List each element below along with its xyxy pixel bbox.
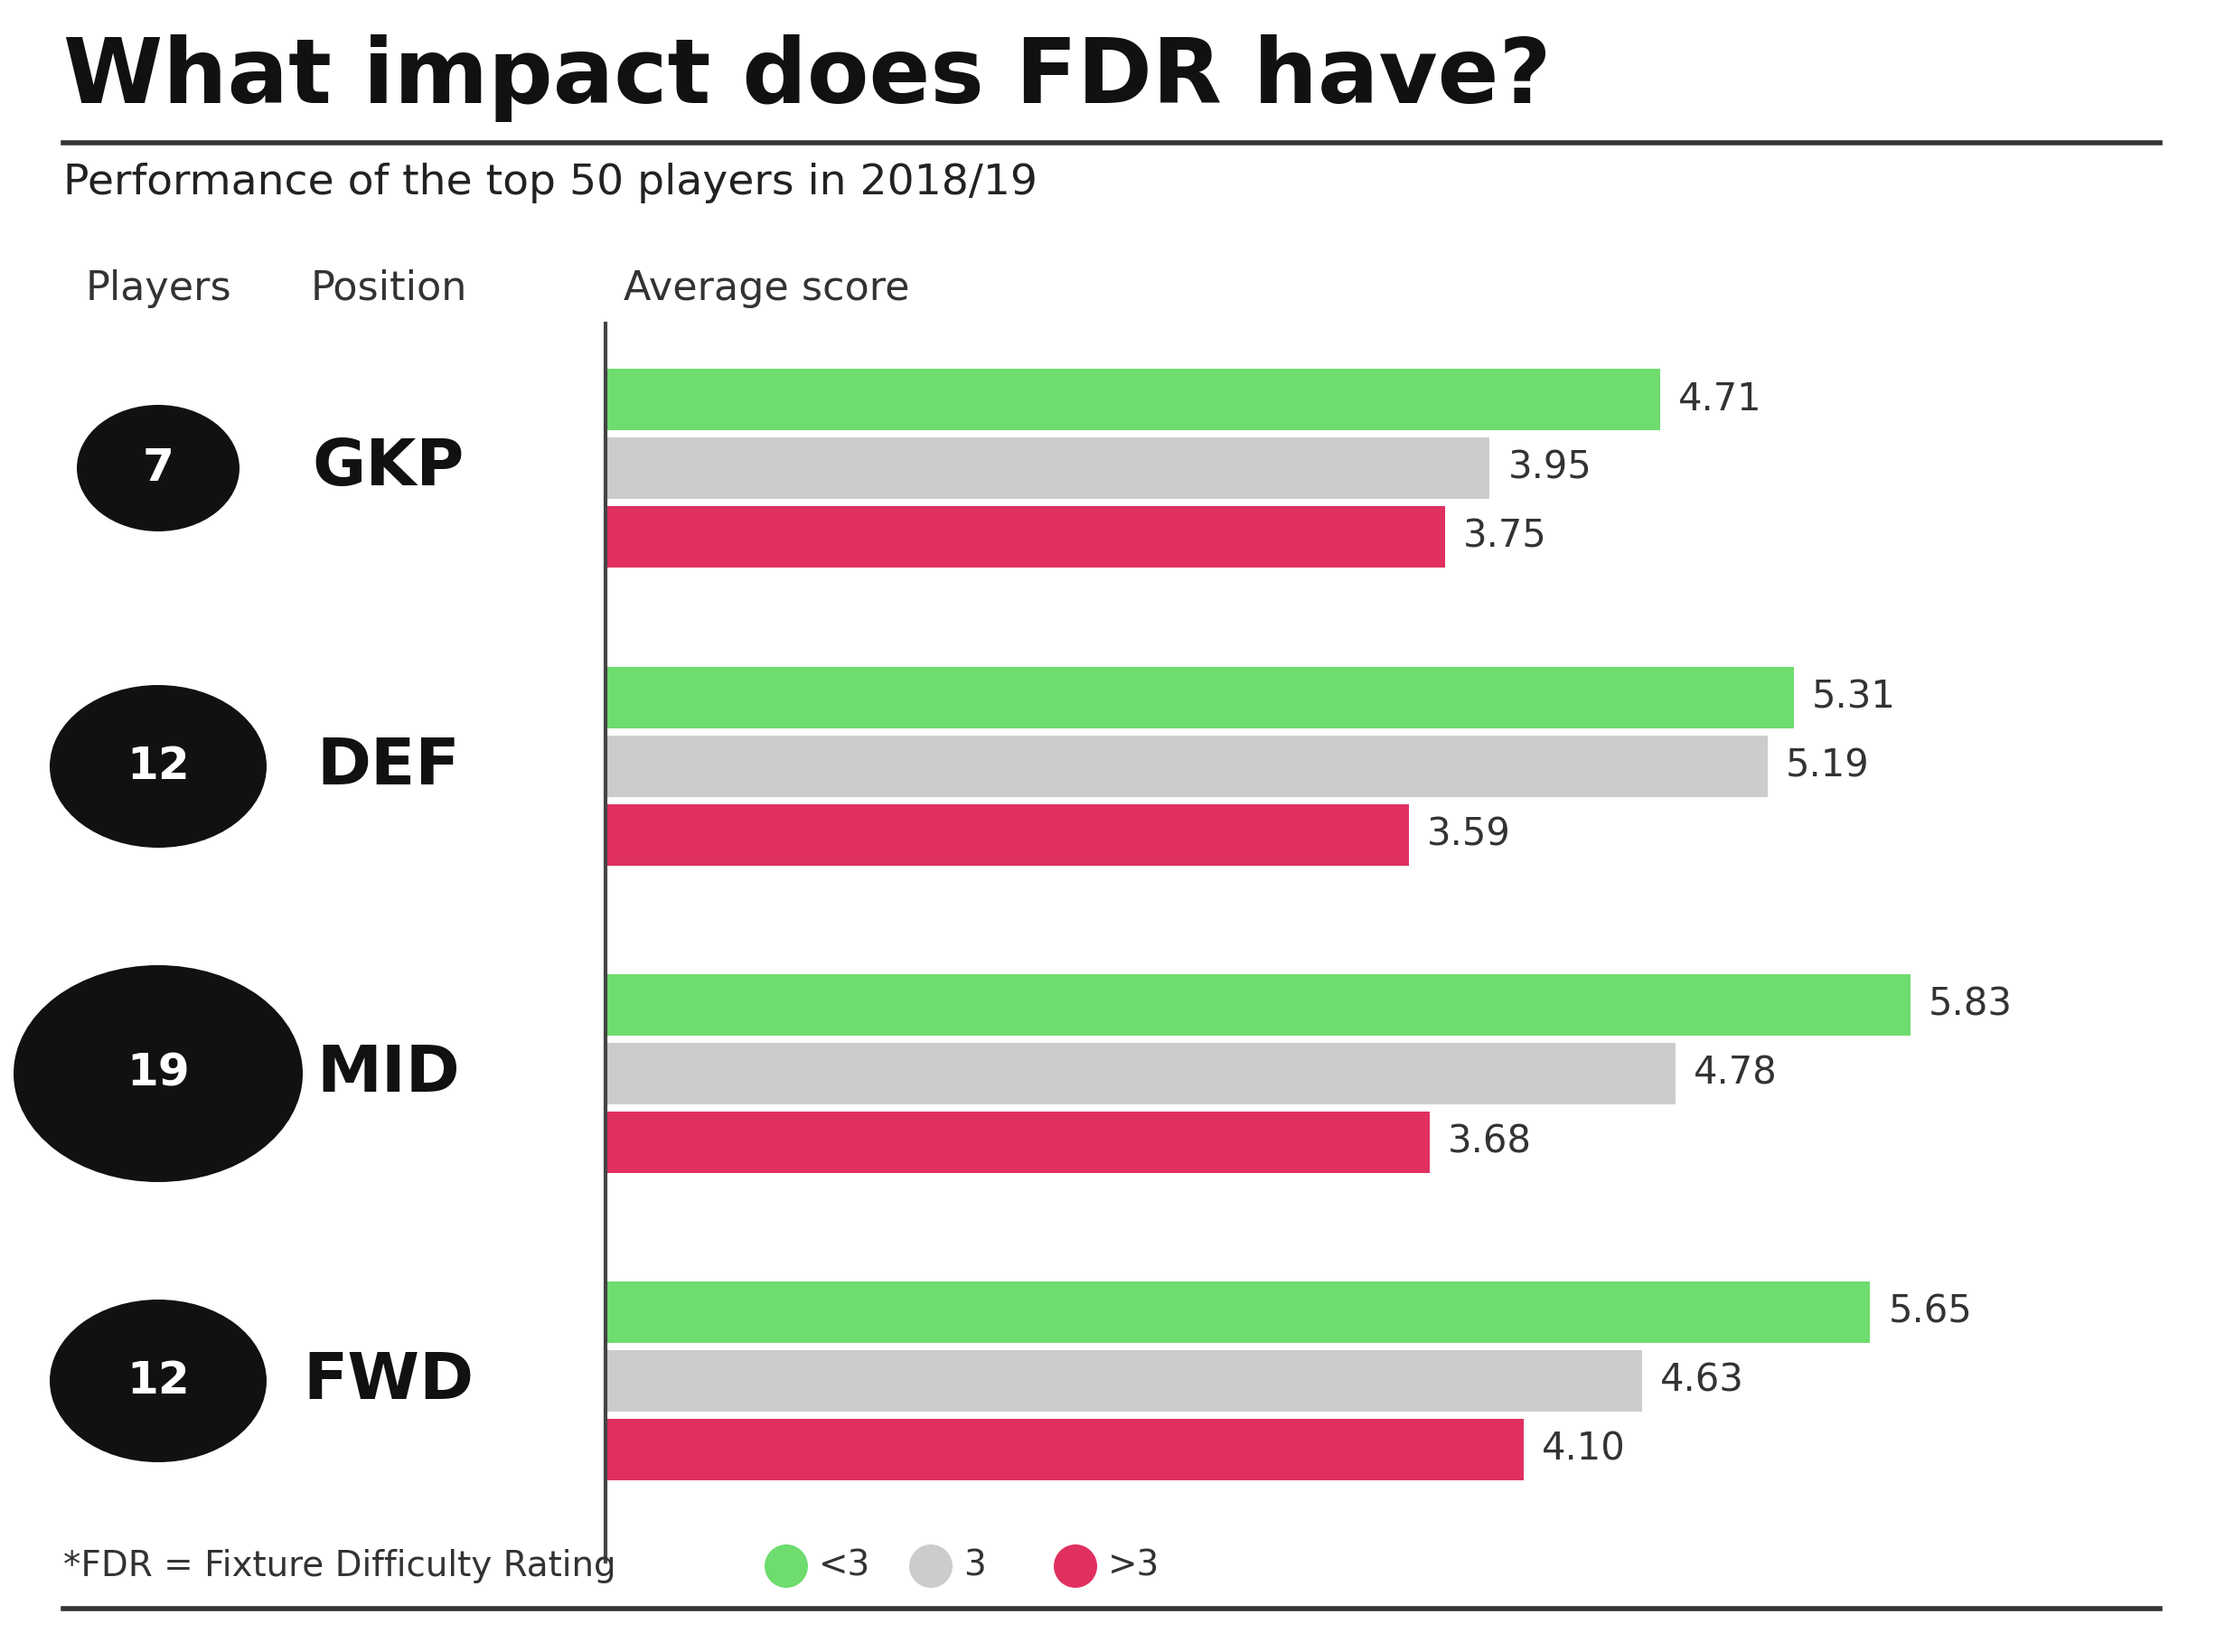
Ellipse shape xyxy=(13,965,304,1183)
Text: 5.83: 5.83 xyxy=(1928,986,2012,1024)
Text: 12: 12 xyxy=(126,745,191,788)
Text: GKP: GKP xyxy=(312,436,465,499)
Text: DEF: DEF xyxy=(317,735,461,798)
Text: 3.68: 3.68 xyxy=(1447,1123,1531,1161)
Text: MID: MID xyxy=(317,1042,461,1105)
Ellipse shape xyxy=(765,1545,809,1588)
Text: <3: <3 xyxy=(818,1550,871,1583)
Text: 4.71: 4.71 xyxy=(1678,380,1762,418)
Text: 3.95: 3.95 xyxy=(1507,449,1591,487)
Bar xyxy=(605,975,1910,1036)
Text: 5.19: 5.19 xyxy=(1786,747,1868,785)
Text: 3.59: 3.59 xyxy=(1427,816,1511,854)
Text: 3: 3 xyxy=(964,1550,986,1583)
Bar xyxy=(605,1350,1642,1411)
Text: 12: 12 xyxy=(126,1360,191,1403)
Text: *FDR = Fixture Difficulty Rating: *FDR = Fixture Difficulty Rating xyxy=(64,1550,616,1583)
Text: 3.75: 3.75 xyxy=(1463,517,1547,555)
Text: 4.78: 4.78 xyxy=(1693,1054,1777,1092)
Bar xyxy=(605,1282,1870,1343)
Bar xyxy=(605,1112,1429,1173)
Bar xyxy=(605,1042,1675,1104)
Text: Players: Players xyxy=(84,269,230,309)
Text: 19: 19 xyxy=(126,1052,191,1095)
Text: 4.63: 4.63 xyxy=(1660,1361,1744,1399)
Bar xyxy=(605,506,1445,568)
Bar xyxy=(605,368,1660,430)
Ellipse shape xyxy=(49,1300,266,1462)
Bar xyxy=(605,735,1768,796)
Ellipse shape xyxy=(909,1545,953,1588)
Ellipse shape xyxy=(78,405,239,532)
Text: 5.65: 5.65 xyxy=(1888,1294,1972,1332)
Bar xyxy=(605,1419,1522,1480)
Bar xyxy=(605,667,1795,729)
Text: 5.31: 5.31 xyxy=(1813,679,1897,717)
Text: Performance of the top 50 players in 2018/19: Performance of the top 50 players in 201… xyxy=(64,162,1037,203)
Text: 7: 7 xyxy=(142,446,173,489)
Bar xyxy=(605,805,1409,866)
Text: Average score: Average score xyxy=(623,269,909,309)
Text: FWD: FWD xyxy=(304,1350,474,1412)
Text: >3: >3 xyxy=(1108,1550,1159,1583)
Text: Position: Position xyxy=(310,269,468,309)
Bar xyxy=(605,438,1489,499)
Text: What impact does FDR have?: What impact does FDR have? xyxy=(64,35,1551,122)
Ellipse shape xyxy=(49,686,266,847)
Text: 4.10: 4.10 xyxy=(1542,1431,1624,1469)
Ellipse shape xyxy=(1055,1545,1097,1588)
